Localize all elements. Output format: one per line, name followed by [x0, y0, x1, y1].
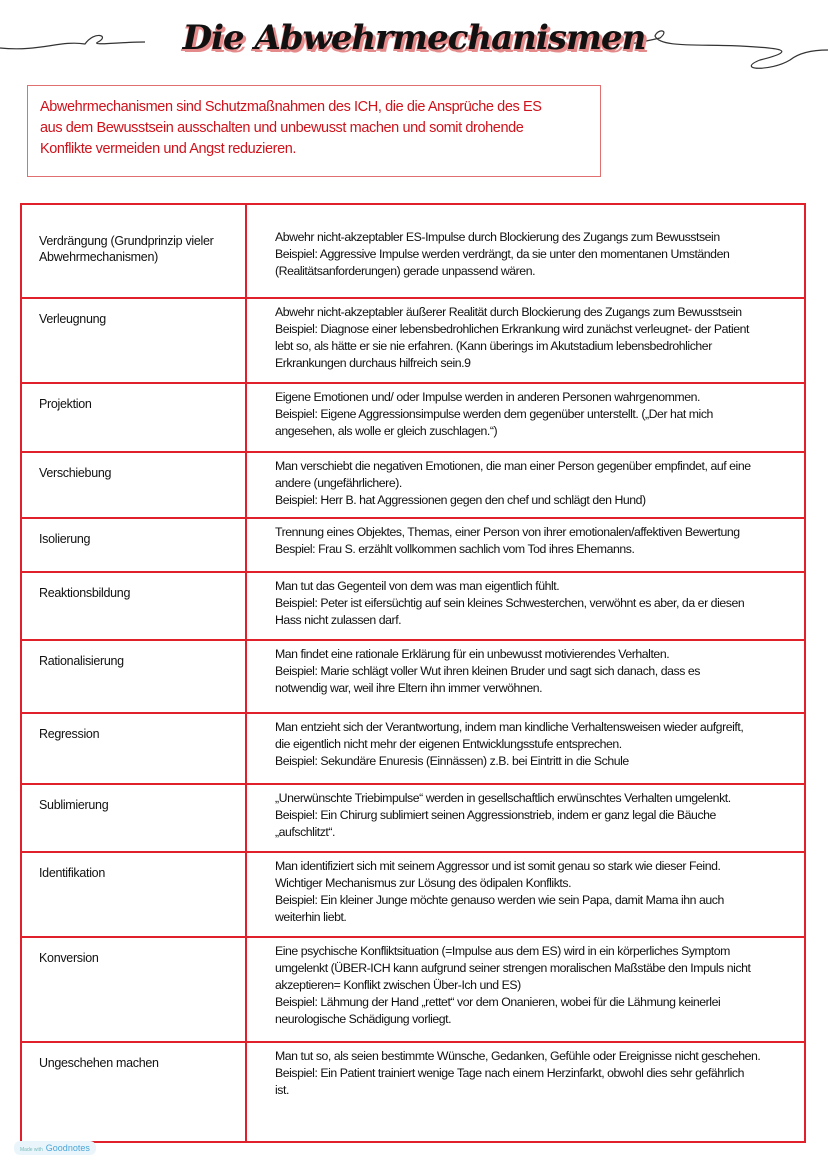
description-line: andere (ungefährlichere). — [275, 476, 402, 490]
table-row: Rationalisierung Man findet eine rational… — [22, 639, 804, 712]
term-line: Isolierung — [39, 532, 91, 546]
description-line: weiterhin liebt. — [275, 910, 347, 924]
mechanism-description: Man tut so, als seien bestimmte Wünsche,… — [247, 1043, 804, 1141]
term-line: Identifikation — [39, 866, 105, 880]
term-line: Konversion — [39, 951, 99, 965]
table-row: Identifikation Man identifiziert sich mit… — [22, 851, 804, 936]
description-line: Beispiel: Peter ist eifersüchtig auf sei… — [275, 596, 745, 610]
description-line: Beispiel: Diagnose einer lebensbedrohlic… — [275, 322, 750, 336]
description-line: Beispiel: Marie schlägt voller Wut ihren… — [275, 664, 700, 678]
mechanism-term: Ungeschehen machen — [22, 1043, 247, 1141]
description-line: umgelenkt (ÜBER-ICH kann aufgrund seiner… — [275, 961, 751, 975]
mechanism-description: Abwehr nicht-akzeptabler ES-Impulse durc… — [247, 205, 804, 297]
mechanism-term: Projektion — [22, 384, 247, 451]
mechanism-description: Man identifiziert sich mit seinem Aggres… — [247, 853, 804, 936]
description-line: Beispiel: Aggressive Impulse werden verd… — [275, 247, 730, 261]
description-line: „aufschlitzt“. — [275, 825, 335, 839]
mechanism-term: Regression — [22, 714, 247, 783]
watermark-prefix: Made with — [20, 1147, 43, 1153]
table-row: Verschiebung Man verschiebt die negativen… — [22, 451, 804, 517]
description-line: Man entzieht sich der Verantwortung, ind… — [275, 720, 744, 734]
page-title: Die Abwehrmechanismen — [182, 18, 647, 58]
description-line: (Realitätsanforderungen) gerade unpassen… — [275, 264, 536, 278]
mechanism-description: Eine psychische Konfliktsituation (=Impu… — [247, 938, 804, 1041]
intro-line: Abwehrmechanismen sind Schutzmaßnahmen d… — [40, 99, 542, 115]
mechanism-description: Abwehr nicht-akzeptabler äußerer Realitä… — [247, 299, 804, 382]
description-line: Abwehr nicht-akzeptabler ES-Impulse durc… — [275, 230, 720, 244]
mechanism-term: Isolierung — [22, 519, 247, 571]
term-line: Verleugnung — [39, 312, 106, 326]
table-row: Sublimierung „Unerwünschte Triebimpulse“ … — [22, 783, 804, 851]
description-line: Man tut so, als seien bestimmte Wünsche,… — [275, 1049, 761, 1063]
mechanism-term: Verdrängung (Grundprinzip vieler Abwehrme… — [22, 205, 247, 297]
table-row: Isolierung Trennung eines Objektes, Thema… — [22, 517, 804, 571]
term-line: Sublimierung — [39, 798, 109, 812]
description-line: angesehen, als wolle er gleich zuschlage… — [275, 424, 498, 438]
table-row: Ungeschehen machen Man tut so, als seien … — [22, 1041, 804, 1141]
mechanism-description: Man verschiebt die negativen Emotionen, … — [247, 453, 804, 517]
mechanism-description: Eigene Emotionen und/ oder Impulse werde… — [247, 384, 804, 451]
description-line: Beispiel: Herr B. hat Aggressionen gegen… — [275, 493, 646, 507]
description-line: Trennung eines Objektes, Themas, einer P… — [275, 525, 740, 539]
description-line: Abwehr nicht-akzeptabler äußerer Realitä… — [275, 305, 742, 319]
description-line: Man tut das Gegenteil von dem was man ei… — [275, 579, 560, 593]
description-line: Beispiel: Ein Patient trainiert wenige T… — [275, 1066, 744, 1080]
description-line: Man findet eine rationale Erklärung für … — [275, 647, 670, 661]
mechanism-description: Trennung eines Objektes, Themas, einer P… — [247, 519, 804, 571]
table-row: Projektion Eigene Emotionen und/ oder Imp… — [22, 382, 804, 451]
description-line: Wichtiger Mechanismus zur Lösung des ödi… — [275, 876, 572, 890]
term-line: Regression — [39, 727, 100, 741]
description-line: neurologische Schädigung vorliegt. — [275, 1012, 452, 1026]
description-line: Man verschiebt die negativen Emotionen, … — [275, 459, 751, 473]
description-line: Beispiel: Lähmung der Hand „rettet“ vor … — [275, 995, 721, 1009]
term-line: Abwehrmechanismen) — [39, 250, 158, 264]
description-line: Eigene Emotionen und/ oder Impulse werde… — [275, 390, 700, 404]
term-line: Verdrängung (Grundprinzip vieler — [39, 234, 214, 248]
description-line: notwendig war, weil ihre Eltern ihn imme… — [275, 681, 543, 695]
description-line: Hass nicht zulassen darf. — [275, 613, 402, 627]
term-line: Verschiebung — [39, 466, 112, 480]
mechanism-term: Verleugnung — [22, 299, 247, 382]
intro-line: Konflikte vermeiden und Angst reduzieren… — [40, 141, 297, 157]
term-line: Reaktionsbildung — [39, 586, 131, 600]
term-line: Ungeschehen machen — [39, 1056, 159, 1070]
table-row: Verleugnung Abwehr nicht-akzeptabler äuße… — [22, 297, 804, 382]
description-line: die eigentlich nicht mehr der eigenen En… — [275, 737, 622, 751]
table-row: Reaktionsbildung Man tut das Gegenteil vo… — [22, 571, 804, 639]
term-line: Rationalisierung — [39, 654, 124, 668]
description-line: Beispiel: Ein Chirurg sublimiert seinen … — [275, 808, 716, 822]
description-line: Bespiel: Frau S. erzählt vollkommen sach… — [275, 542, 635, 556]
mechanism-term: Rationalisierung — [22, 641, 247, 712]
intro-line: aus dem Bewusstsein ausschalten und unbe… — [40, 120, 524, 136]
mechanism-description: Man tut das Gegenteil von dem was man ei… — [247, 573, 804, 639]
mechanism-term: Reaktionsbildung — [22, 573, 247, 639]
description-line: lebt so, als hätte er sie nie erfahren. … — [275, 339, 712, 353]
watermark-brand: Goodnotes — [45, 1143, 90, 1153]
table-row: Regression Man entzieht sich der Verantwo… — [22, 712, 804, 783]
intro-box: Abwehrmechanismen sind Schutzmaßnahmen d… — [27, 85, 601, 177]
description-line: „Unerwünschte Triebimpulse“ werden in ge… — [275, 791, 731, 805]
mechanism-description: Man entzieht sich der Verantwortung, ind… — [247, 714, 804, 783]
mechanism-term: Sublimierung — [22, 785, 247, 851]
description-line: Beispiel: Eigene Aggressionsimpulse werd… — [275, 407, 713, 421]
table-row: Konversion Eine psychische Konfliktsituat… — [22, 936, 804, 1041]
mechanism-term: Verschiebung — [22, 453, 247, 517]
table-row: Verdrängung (Grundprinzip vieler Abwehrme… — [22, 205, 804, 297]
description-line: akzeptieren= Konflikt zwischen Über-Ich … — [275, 978, 521, 992]
goodnotes-watermark: Made with Goodnotes — [14, 1141, 96, 1155]
mechanism-term: Identifikation — [22, 853, 247, 936]
description-line: Erkrankungen durchaus hilfreich sein.9 — [275, 356, 471, 370]
mechanism-description: „Unerwünschte Triebimpulse“ werden in ge… — [247, 785, 804, 851]
mechanisms-table: Verdrängung (Grundprinzip vieler Abwehrme… — [20, 203, 806, 1143]
mechanism-description: Man findet eine rationale Erklärung für … — [247, 641, 804, 712]
mechanism-term: Konversion — [22, 938, 247, 1041]
description-line: ist. — [275, 1083, 289, 1097]
description-line: Beispiel: Ein kleiner Junge möchte genau… — [275, 893, 724, 907]
description-line: Man identifiziert sich mit seinem Aggres… — [275, 859, 721, 873]
description-line: Eine psychische Konfliktsituation (=Impu… — [275, 944, 730, 958]
description-line: Beispiel: Sekundäre Enuresis (Einnässen)… — [275, 754, 629, 768]
term-line: Projektion — [39, 397, 92, 411]
decorative-swirl-icon — [0, 30, 828, 69]
